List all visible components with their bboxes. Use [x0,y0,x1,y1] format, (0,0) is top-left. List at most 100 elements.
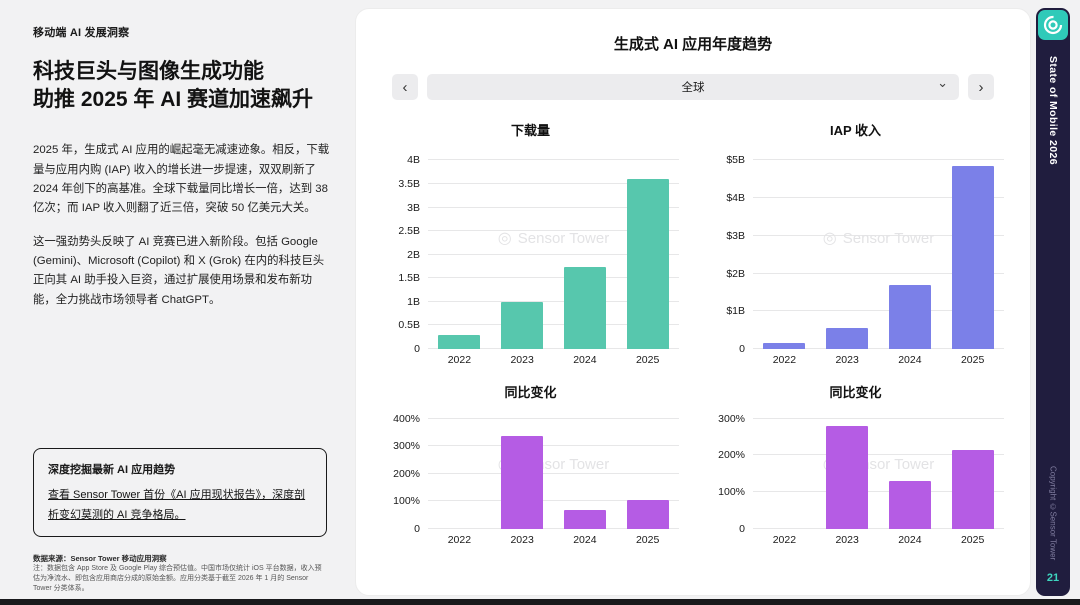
x-tick-label: 2023 [510,534,534,546]
plot-area: ◎Sensor Tower [753,151,1004,349]
callout-title: 深度挖掘最新 AI 应用趋势 [48,464,176,476]
bar-2025 [951,449,994,529]
x-tick-label: 2023 [835,534,859,546]
x-tick-label: 2025 [960,534,985,546]
gridline [428,445,679,447]
concentric-rings-icon [1043,15,1063,35]
report-spine: State of Mobile 2026 Copyright ©Sensor T… [1036,8,1070,596]
prev-button[interactable]: ‹ [392,74,418,100]
y-tick-label: 0 [739,523,745,535]
plot-area: ◎Sensor Tower [753,413,1004,529]
gridline [753,454,1004,456]
bar-2022 [438,334,481,349]
region-value: 全球 [681,82,705,94]
y-tick-label: 200% [718,449,745,462]
gridline [753,197,1004,199]
y-axis: 0 $1B $2B $3B $4B $5B [707,151,753,355]
x-tick-label: 2022 [772,534,797,546]
y-tick-label: 2B [407,248,420,261]
y-axis: 0 100% 200% 300% 400% [382,412,428,535]
gridline [753,159,1004,161]
y-tick-label: 0 [414,523,420,535]
page-title-line1: 科技巨头与图像生成功能 [33,60,264,83]
chevron-down-icon: ⌄ [937,75,948,90]
bar-2023 [501,301,544,349]
y-tick-label: 100% [393,495,420,508]
x-tick-label: 2023 [510,354,534,366]
x-axis-labels: 2022 2023 2024 2025 [428,354,679,366]
gridline [428,472,679,474]
region-dropdown[interactable]: 全球 ⌄ [427,74,959,100]
gridline [428,230,679,232]
gridline [753,348,1004,349]
x-tick-label: 2022 [447,534,472,546]
x-tick-label: 2024 [898,354,922,366]
bar-slot [816,151,879,349]
chart-yoy-iap: 同比变化 0 100% 200% 300% ◎Sensor Tower 2022 202… [707,366,1004,546]
gridline [428,528,679,529]
x-tick-label: 2022 [447,354,472,366]
chart-title: 同比变化 [829,385,882,400]
gridline [428,300,679,302]
bar-slot [879,151,942,349]
y-tick-label: 300% [393,440,420,453]
bar-2024 [888,481,931,529]
chart-yoy-downloads: 同比变化 0 100% 200% 300% 400% ◎Sensor Tower 202… [382,366,679,546]
gridline [753,234,1004,236]
page-title: 科技巨头与图像生成功能 助推 2025 年 AI 赛道加速飙升 [33,58,333,113]
chart-downloads: 下载量 0 0.5B 1B 1.5B 2B 2.5B 3B 3.5B 4B ◎ Sensor To… [382,104,679,366]
y-tick-label: 0 [414,343,420,355]
bar-slot [554,151,617,349]
y-axis: 0 100% 200% 300% [707,412,753,535]
gridline [428,206,679,208]
bar-slot [941,413,1004,529]
gridline [428,500,679,502]
bar-slot [941,151,1004,349]
y-tick-label: $3B [726,229,745,242]
y-tick-label: $2B [726,267,745,280]
bars-layer [428,151,679,349]
gridline [753,528,1004,529]
x-tick-label: 2022 [772,354,797,366]
bar-2025 [951,166,994,349]
bars-layer [753,413,1004,529]
x-tick-label: 2024 [898,534,922,546]
analysis-paragraph: 这一强劲势头反映了 AI 竞赛已进入新阶段。包括 Google (Gemini)… [33,236,325,306]
chart-title: IAP 收入 [829,123,882,138]
bar-slot [554,413,617,529]
bar-2023 [826,425,869,529]
bar-2022 [763,343,806,349]
spine-title: State of Mobile 2026 [1047,56,1059,165]
y-tick-label: $5B [726,154,745,167]
gridline [428,417,679,419]
y-tick-label: 400% [393,412,420,425]
y-tick-label: 3B [407,201,420,214]
y-tick-label: 4B [407,154,420,167]
bar-slot [879,413,942,529]
bar-slot [753,413,816,529]
bars-layer [753,151,1004,349]
bar-2025 [626,179,669,349]
plot-area: ◎Sensor Tower [428,413,679,529]
next-button[interactable]: › [968,74,994,100]
intro-paragraph: 2025 年，生成式 AI 应用的崛起毫无减速迹象。相反，下载量与应用内购 (I… [33,144,330,214]
chevron-left-icon: ‹ [402,78,408,96]
bar-2023 [826,328,869,349]
y-tick-label: 1B [407,295,420,308]
gridline [753,310,1004,312]
x-axis-labels: 2022 2023 2024 2025 [753,354,1004,366]
y-tick-label: 3.5B [398,178,420,190]
bar-2024 [563,509,606,529]
plot-area: ◎Sensor Tower [428,151,679,349]
bar-slot [616,413,679,529]
gridline [428,159,679,161]
y-tick-label: 100% [718,486,745,499]
chevron-right-icon: › [978,78,984,96]
report-link[interactable]: 查看 Sensor Tower 首份《AI 应用现状报告》，深度剖析变幻莫测的 … [48,489,306,521]
y-tick-label: 0.5B [398,319,420,332]
page-number: 21 [1046,572,1060,584]
gridline [753,417,1004,419]
eyebrow-label: 移动端 AI 发展洞察 [33,27,130,39]
y-tick-label: 300% [718,412,745,425]
